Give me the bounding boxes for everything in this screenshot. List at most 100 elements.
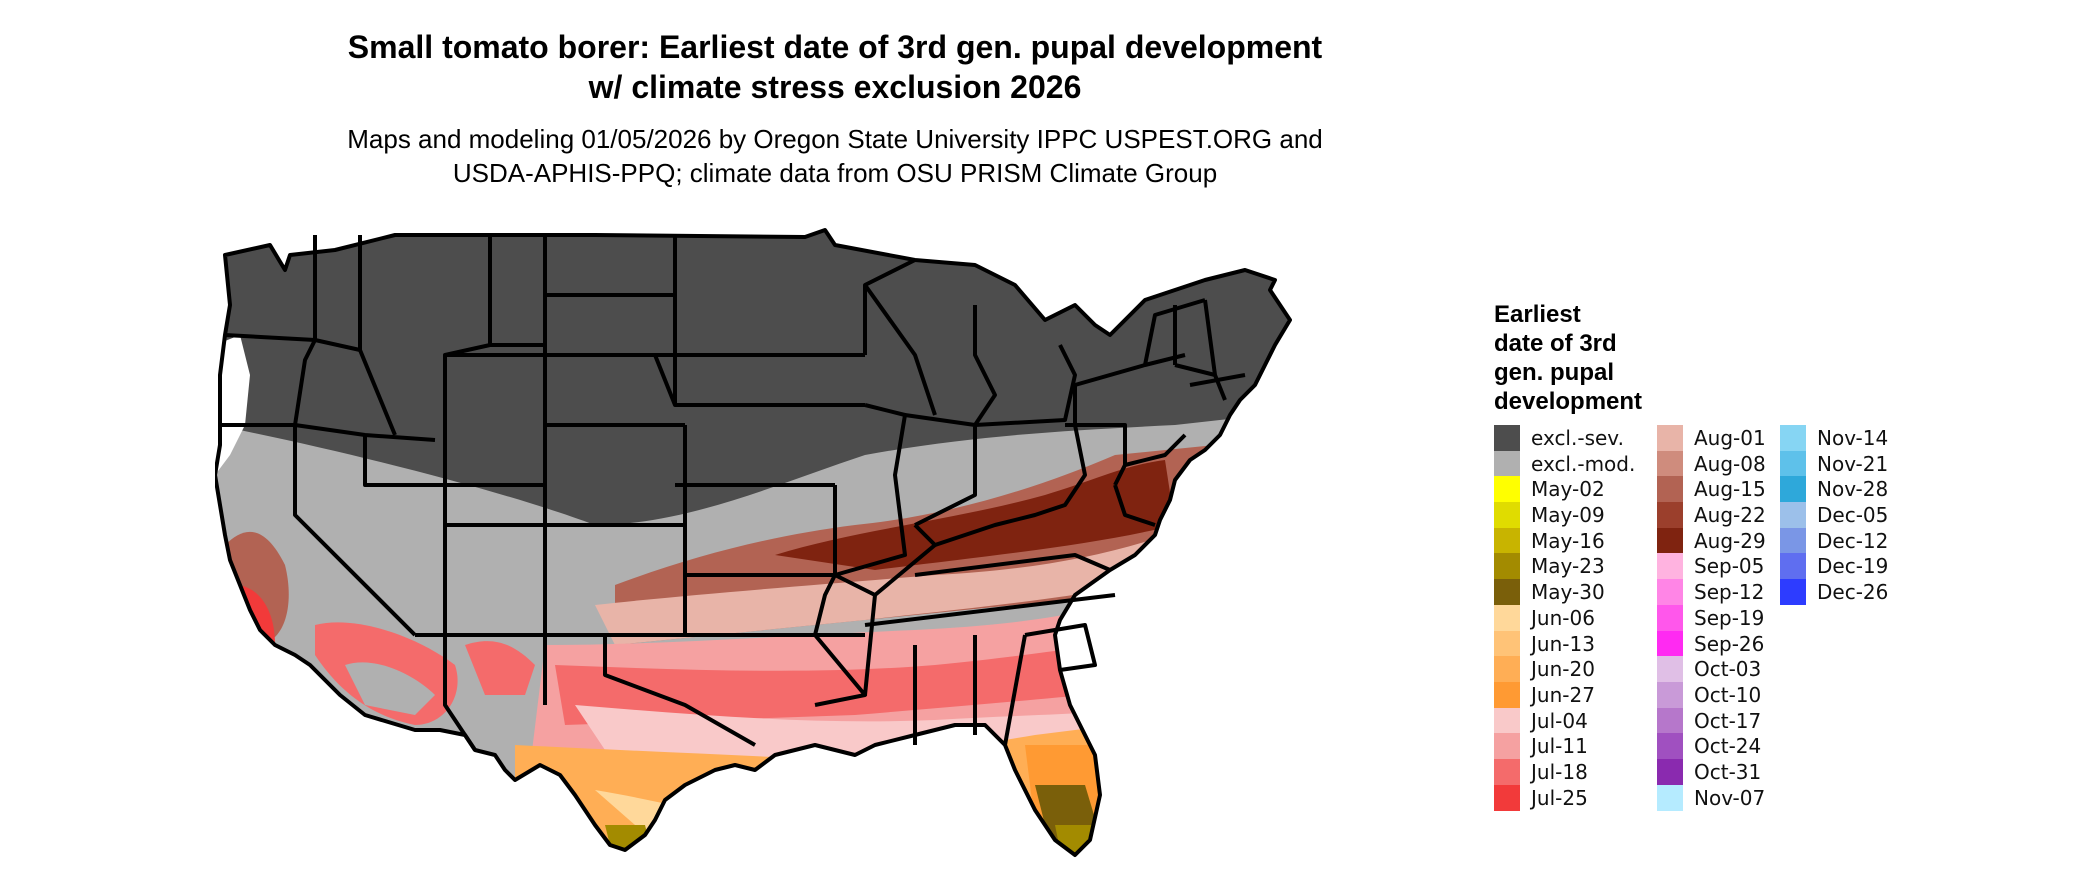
legend-label: Jun-27 [1531, 682, 1595, 707]
legend-label: Jul-18 [1531, 759, 1588, 784]
legend-item: Jul-18 [1494, 758, 1654, 785]
legend-swatch [1657, 707, 1683, 734]
legend-label: Nov-21 [1817, 451, 1889, 476]
legend-swatch [1657, 604, 1683, 631]
map-subtitle-line-2: USDA-APHIS-PPQ; climate data from OSU PR… [452, 158, 1218, 188]
legend-label: Oct-24 [1694, 734, 1762, 759]
legend-title: Earliest date of 3rd gen. pupal developm… [1494, 300, 1642, 416]
legend-title-line: date of 3rd [1494, 330, 1617, 357]
legend-swatch [1494, 425, 1520, 451]
legend-item: Jun-20 [1494, 656, 1654, 683]
legend-item: Dec-26 [1780, 579, 1940, 606]
legend-label: May-16 [1531, 528, 1605, 553]
legend-item: Jul-11 [1494, 733, 1654, 760]
legend-item: Aug-22 [1657, 502, 1817, 529]
legend-label: Jun-06 [1531, 605, 1595, 630]
legend-swatch [1494, 630, 1520, 657]
legend-item: Oct-24 [1657, 733, 1817, 760]
legend-label: Oct-17 [1694, 708, 1762, 733]
legend-swatch [1780, 553, 1806, 580]
legend-item: Aug-01 [1657, 425, 1817, 451]
legend-label: Sep-05 [1694, 554, 1765, 579]
legend-swatch [1494, 758, 1520, 785]
state-borders [215, 228, 1292, 857]
legend-item: Jul-25 [1494, 784, 1654, 811]
legend-label: Jul-11 [1531, 734, 1588, 759]
legend-item: Jun-13 [1494, 630, 1654, 657]
legend-swatch [1657, 527, 1683, 554]
map-title-line-2: w/ climate stress exclusion 2026 [588, 69, 1082, 105]
legend-label: Dec-05 [1817, 503, 1889, 528]
legend-item: May-09 [1494, 502, 1654, 529]
legend-item: Sep-26 [1657, 630, 1817, 657]
legend-swatch [1780, 502, 1806, 529]
legend-item: Sep-12 [1657, 579, 1817, 606]
legend-label: Sep-19 [1694, 605, 1765, 630]
legend-label: Jun-13 [1531, 631, 1595, 656]
legend-item: Oct-17 [1657, 707, 1817, 734]
legend-label: Nov-28 [1817, 477, 1889, 502]
legend-swatch [1657, 758, 1683, 785]
us-pest-map [215, 228, 1292, 857]
legend-item: Oct-10 [1657, 681, 1817, 708]
raster-layer [215, 230, 1290, 855]
legend-swatch [1780, 450, 1806, 477]
legend-swatch [1494, 476, 1520, 503]
legend-label: excl.-mod. [1531, 451, 1636, 476]
legend-item: Aug-29 [1657, 527, 1817, 554]
legend-swatch [1494, 579, 1520, 606]
legend-item: Jun-27 [1494, 681, 1654, 708]
legend-swatch [1657, 681, 1683, 708]
legend-swatch [1494, 707, 1520, 734]
legend-item: Jun-06 [1494, 604, 1654, 631]
map-subtitle-line-1: Maps and modeling 01/05/2026 by Oregon S… [347, 124, 1323, 154]
legend-label: Aug-08 [1694, 451, 1766, 476]
legend-swatch [1657, 502, 1683, 529]
legend-swatch [1494, 681, 1520, 708]
legend-swatch [1494, 527, 1520, 554]
legend-swatch [1657, 656, 1683, 683]
legend-item: Oct-03 [1657, 656, 1817, 683]
legend-title-line: Earliest [1494, 301, 1581, 328]
legend-label: Dec-19 [1817, 554, 1889, 579]
legend-swatch [1780, 476, 1806, 503]
legend-item: Dec-19 [1780, 553, 1940, 580]
legend-item: Nov-21 [1780, 450, 1940, 477]
legend-item: Nov-28 [1780, 476, 1940, 503]
legend-item: May-02 [1494, 476, 1654, 503]
legend-item: May-16 [1494, 527, 1654, 554]
legend-label: May-23 [1531, 554, 1605, 579]
legend-column: Nov-14 Nov-21 Nov-28 Dec-05 Dec-12 Dec-19 Dec-… [1780, 425, 1940, 606]
legend-item: Nov-14 [1780, 425, 1940, 451]
legend-swatch [1657, 579, 1683, 606]
legend-label: Nov-14 [1817, 426, 1889, 450]
legend-item: Nov-07 [1657, 784, 1817, 811]
legend-label: May-30 [1531, 580, 1605, 605]
legend-label: Jun-20 [1531, 657, 1595, 682]
legend-label: Nov-07 [1694, 785, 1766, 810]
legend-label: Sep-12 [1694, 580, 1765, 605]
legend-swatch [1657, 630, 1683, 657]
legend-label: Oct-10 [1694, 682, 1762, 707]
legend-title-line: gen. pupal [1494, 359, 1614, 386]
legend-label: Aug-15 [1694, 477, 1766, 502]
legend-swatch [1494, 553, 1520, 580]
legend-item: Oct-31 [1657, 758, 1817, 785]
legend-swatch [1494, 604, 1520, 631]
legend-label: Oct-31 [1694, 759, 1762, 784]
legend-swatch [1657, 476, 1683, 503]
legend-label: Jul-04 [1531, 708, 1588, 733]
legend-swatch [1780, 579, 1806, 606]
legend-label: Dec-26 [1817, 580, 1889, 605]
legend-label: excl.-sev. [1531, 426, 1624, 450]
legend-item: May-30 [1494, 579, 1654, 606]
legend-label: Aug-29 [1694, 528, 1766, 553]
legend-label: Oct-03 [1694, 657, 1762, 682]
legend-item: Dec-12 [1780, 527, 1940, 554]
legend-label: Aug-01 [1694, 426, 1766, 450]
legend-item: Sep-05 [1657, 553, 1817, 580]
legend-item: Sep-19 [1657, 604, 1817, 631]
legend-swatch [1494, 450, 1520, 477]
legend-item: excl.-sev. [1494, 425, 1654, 451]
legend-label: Aug-22 [1694, 503, 1766, 528]
